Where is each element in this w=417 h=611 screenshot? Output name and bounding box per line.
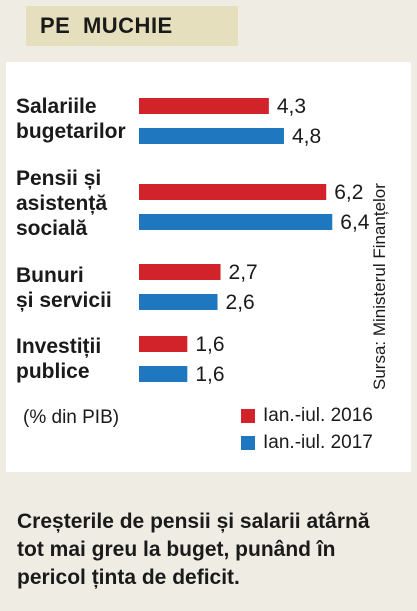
bar-salariile-bugetarilor-2016 [139,98,269,114]
value-label-investitii-publice-2016: 1,6 [195,333,224,356]
category-label-0: Salariile bugetarilor [16,95,126,143]
header-box [26,6,238,46]
bar-bunuri-servicii-2017 [139,294,218,310]
value-label-salariile-bugetarilor-2017: 4,8 [292,125,321,148]
bar-pensii-asistenta-2017 [139,214,333,230]
bar-investitii-publice-2016 [139,336,188,352]
bar-pensii-asistenta-2016 [139,184,327,200]
value-label-investitii-publice-2017: 1,6 [195,363,224,386]
legend-label-2017: Ian.-iul. 2017 [263,432,373,453]
legend-swatch-2016 [241,409,255,423]
unit-note: (% din PIB) [23,407,120,428]
legend-swatch-2017 [241,436,255,450]
footer-caption: Creșterile de pensii și salarii atârnă t… [17,510,370,589]
source-label: Sursa: Ministerul Finanțelor [370,183,389,390]
value-label-bunuri-servicii-2016: 2,7 [229,261,258,284]
bar-salariile-bugetarilor-2017 [139,128,284,144]
bar-investitii-publice-2017 [139,366,188,382]
category-label-2: Bunuri și servicii [16,264,112,312]
category-label-3: Investiții publice [16,335,102,383]
bar-bunuri-servicii-2016 [139,264,221,280]
value-label-bunuri-servicii-2017: 2,6 [226,291,255,314]
legend-label-2016: Ian.-iul. 2016 [263,405,373,426]
value-label-salariile-bugetarilor-2016: 4,3 [277,95,306,118]
category-label-1: Pensii și asistență socială [16,167,108,240]
header-title: PE MUCHIE [40,13,173,38]
value-label-pensii-asistenta-2016: 6,2 [334,181,363,204]
value-label-pensii-asistenta-2017: 6,4 [340,211,370,234]
